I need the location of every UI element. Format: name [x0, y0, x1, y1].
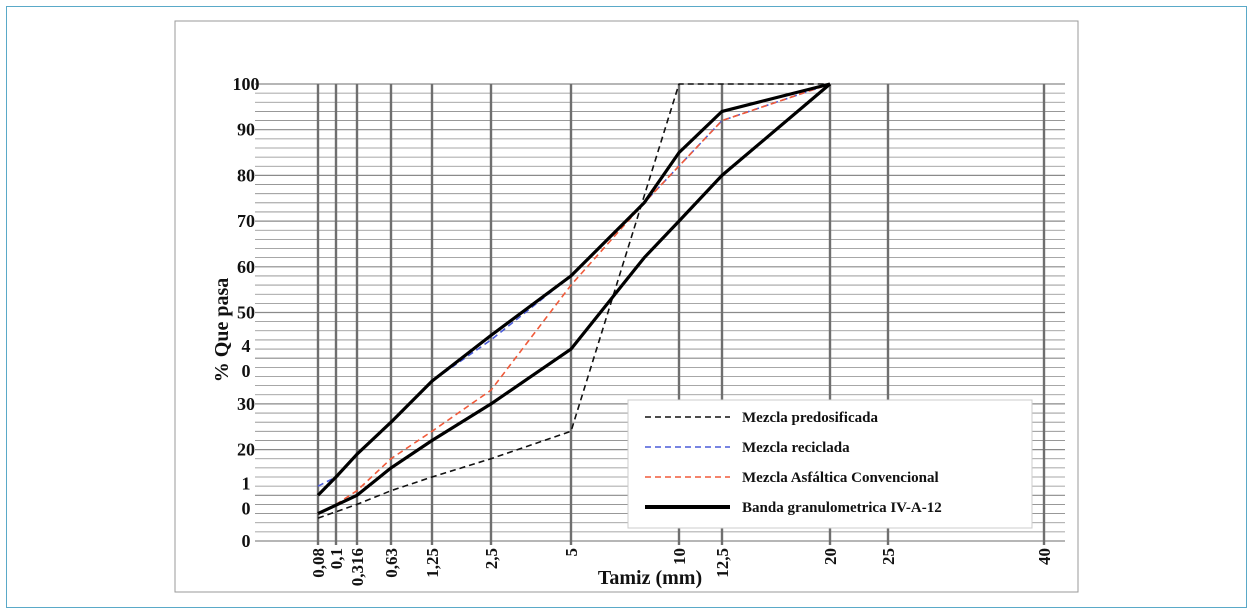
y-tick-label: 30 [237, 394, 255, 414]
x-tick-label: 12,5 [713, 548, 732, 578]
series-lines [316, 82, 832, 519]
y-tick-label: 90 [237, 120, 255, 140]
series-line-4 [317, 82, 832, 516]
x-axis-title: Tamiz (mm) [598, 567, 702, 589]
x-tick-label: 0,1 [327, 548, 346, 569]
legend-label: Mezcla reciclada [742, 440, 850, 456]
x-tick-label: 1,25 [423, 548, 442, 578]
x-tick-label: 40 [1035, 548, 1054, 565]
series-line-2 [317, 83, 831, 515]
y-tick-label: 100 [233, 74, 260, 94]
x-tick-label: 5 [562, 548, 581, 557]
x-tick-label: 0,316 [348, 548, 367, 586]
series-line-3 [316, 82, 831, 497]
y-tick-label: 80 [237, 165, 255, 185]
x-tick-labels: 0,08 0,1 0,316 0,63 1,25 2,5 5 10 12,5 20 25 40 [309, 548, 1054, 586]
y-tick-label: 60 [237, 257, 255, 277]
legend-label: Banda granulometrica IV-A-12 [742, 500, 942, 516]
x-tick-label: 10 [670, 548, 689, 565]
x-tick-label: 2,5 [482, 548, 501, 569]
x-tick-label: 0,63 [382, 548, 401, 578]
y-tick-label: 0 [242, 531, 251, 551]
legend-label: Mezcla Asfáltica Convencional [742, 470, 939, 486]
legend-label: Mezcla predosificada [742, 410, 878, 426]
x-tick-label: 20 [821, 548, 840, 565]
x-tick-label: 0,08 [309, 548, 328, 578]
y-axis-title: % Que pasa [211, 278, 233, 382]
legend: Mezcla predosificada Mezcla reciclada Mezc… [627, 399, 1033, 529]
x-tick-label: 25 [879, 548, 898, 565]
y-tick-labels: 0 1 0 20 30 4 0 50 60 70 80 90 100 [233, 74, 260, 551]
series-line-0 [317, 83, 830, 519]
y-tick-label: 50 [237, 303, 255, 323]
y-tick-label: 70 [237, 211, 255, 231]
y-tick-label: 20 [237, 440, 255, 460]
